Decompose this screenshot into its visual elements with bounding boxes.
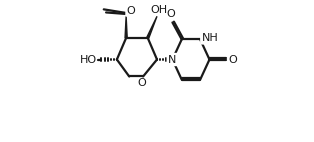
Polygon shape bbox=[125, 16, 127, 38]
Text: N: N bbox=[168, 55, 176, 64]
Text: methoxy: methoxy bbox=[85, 3, 119, 12]
Text: OH: OH bbox=[150, 5, 167, 15]
Text: O: O bbox=[137, 78, 146, 88]
Text: O: O bbox=[127, 6, 135, 15]
Text: O: O bbox=[166, 9, 175, 19]
Text: O: O bbox=[126, 5, 134, 15]
Text: O: O bbox=[228, 55, 237, 64]
Polygon shape bbox=[147, 16, 157, 38]
Text: HO: HO bbox=[80, 55, 97, 64]
Text: NH: NH bbox=[202, 33, 219, 43]
